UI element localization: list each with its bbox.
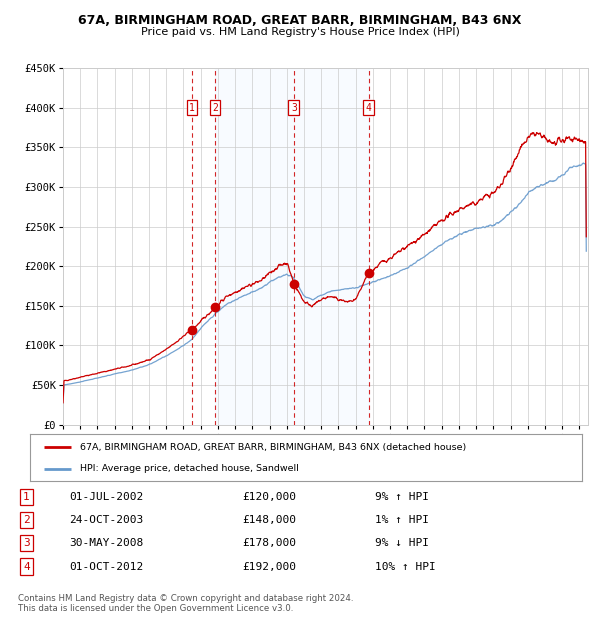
- Text: 1: 1: [189, 103, 195, 113]
- Text: Contains HM Land Registry data © Crown copyright and database right 2024.: Contains HM Land Registry data © Crown c…: [18, 594, 353, 603]
- Text: This data is licensed under the Open Government Licence v3.0.: This data is licensed under the Open Gov…: [18, 604, 293, 613]
- Bar: [215, 68, 368, 425]
- Text: 9% ↓ HPI: 9% ↓ HPI: [375, 538, 429, 548]
- Text: £192,000: £192,000: [242, 562, 296, 572]
- Text: 3: 3: [23, 538, 30, 548]
- Text: £178,000: £178,000: [242, 538, 296, 548]
- Text: 4: 4: [365, 103, 371, 113]
- Text: 10% ↑ HPI: 10% ↑ HPI: [375, 562, 436, 572]
- Text: £148,000: £148,000: [242, 515, 296, 525]
- Text: HPI: Average price, detached house, Sandwell: HPI: Average price, detached house, Sand…: [80, 464, 298, 474]
- Text: 01-JUL-2002: 01-JUL-2002: [70, 492, 144, 502]
- Text: 2: 2: [23, 515, 30, 525]
- Text: 67A, BIRMINGHAM ROAD, GREAT BARR, BIRMINGHAM, B43 6NX: 67A, BIRMINGHAM ROAD, GREAT BARR, BIRMIN…: [79, 14, 521, 27]
- Text: Price paid vs. HM Land Registry's House Price Index (HPI): Price paid vs. HM Land Registry's House …: [140, 27, 460, 37]
- Text: 01-OCT-2012: 01-OCT-2012: [70, 562, 144, 572]
- Text: 4: 4: [23, 562, 30, 572]
- Text: £120,000: £120,000: [242, 492, 296, 502]
- Text: 1% ↑ HPI: 1% ↑ HPI: [375, 515, 429, 525]
- Text: 67A, BIRMINGHAM ROAD, GREAT BARR, BIRMINGHAM, B43 6NX (detached house): 67A, BIRMINGHAM ROAD, GREAT BARR, BIRMIN…: [80, 443, 466, 451]
- Text: 9% ↑ HPI: 9% ↑ HPI: [375, 492, 429, 502]
- Text: 1: 1: [23, 492, 30, 502]
- Text: 2: 2: [212, 103, 218, 113]
- Text: 30-MAY-2008: 30-MAY-2008: [70, 538, 144, 548]
- Text: 3: 3: [291, 103, 297, 113]
- Text: 24-OCT-2003: 24-OCT-2003: [70, 515, 144, 525]
